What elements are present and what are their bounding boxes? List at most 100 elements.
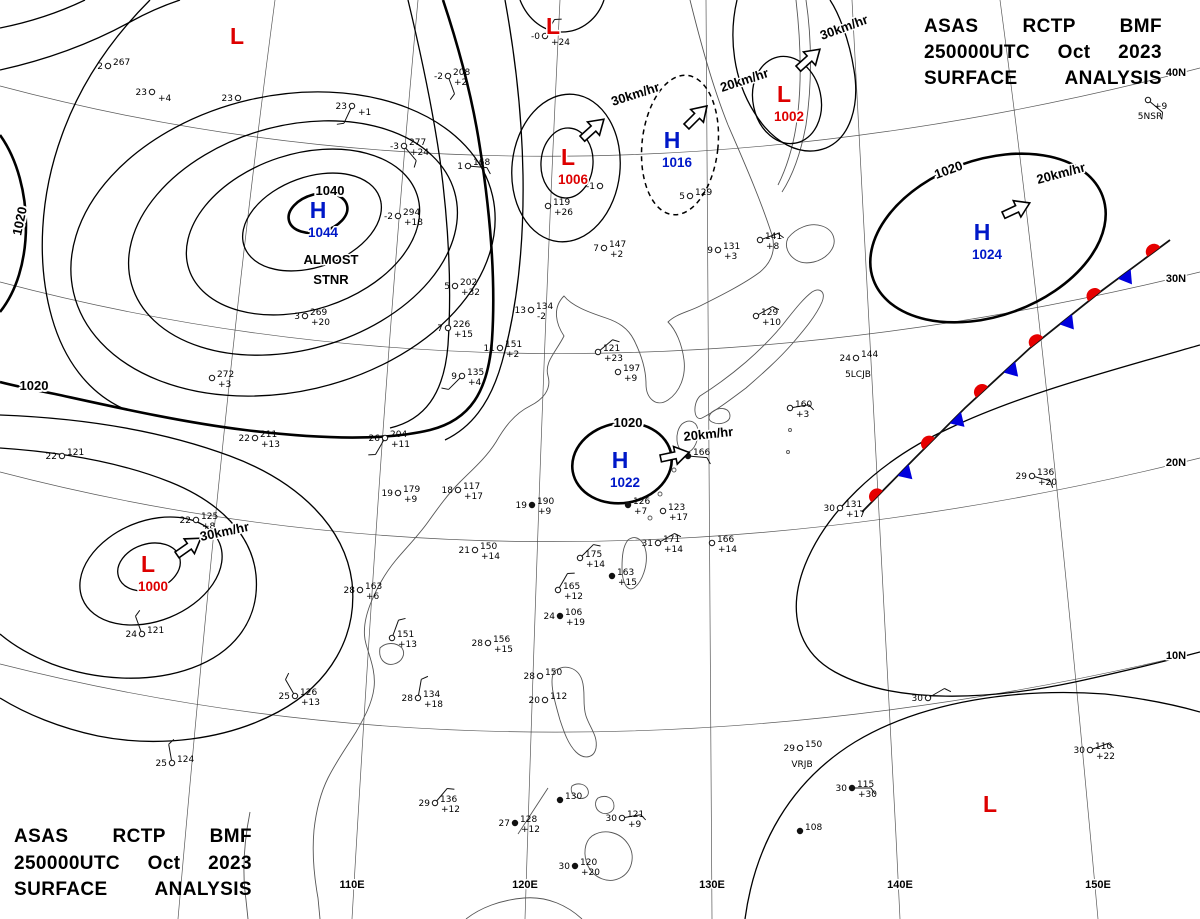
product-id: ASAS RCTP BMF	[14, 826, 252, 848]
station-tendency: +3	[218, 380, 231, 390]
station-plot: 151+13	[388, 617, 417, 650]
station-code: VRJB	[791, 760, 812, 770]
movement-arrow-icon	[794, 48, 821, 73]
station-tendency: +4	[468, 378, 482, 388]
station-circle	[714, 246, 722, 254]
station-tendency: +11	[391, 440, 410, 450]
station-temperature: 2	[97, 62, 103, 72]
station-circle	[618, 814, 626, 822]
movement-arrow-icon	[1000, 199, 1032, 220]
station-pressure: 129	[761, 308, 778, 318]
station-pressure: 204	[390, 430, 407, 440]
station-plot: 3 269+20	[294, 308, 330, 328]
station-plot: 129+10	[752, 306, 781, 328]
lon-label: 120E	[512, 879, 538, 891]
station-temperature: 22	[180, 516, 191, 526]
station-plot: 175+14	[576, 544, 605, 570]
station-circle	[527, 306, 535, 314]
station-circle	[394, 212, 402, 220]
station-temperature: 31	[642, 539, 653, 549]
title-block-bottom-left: ASAS RCTP BMF 250000UTC Oct 2023 SURFACE…	[14, 824, 252, 903]
station-pressure: 134	[423, 690, 440, 700]
station-circle	[234, 94, 242, 102]
station-circle	[496, 344, 504, 352]
station-temperature: 28	[472, 639, 484, 649]
coast-taiwan	[621, 537, 647, 590]
station-pressure: 126	[633, 497, 650, 507]
station-plot: 11 151+2	[484, 340, 523, 360]
station-temperature: 25	[156, 759, 167, 769]
station-temperature: 30	[824, 504, 836, 514]
station-temperature: 28	[524, 672, 536, 682]
station-tendency: +13	[398, 640, 417, 650]
station-circle	[291, 692, 299, 700]
product-id: ASAS RCTP BMF	[924, 16, 1162, 37]
pressure-center: L	[228, 22, 245, 51]
station-circle	[536, 672, 544, 680]
station-pressure: 128	[520, 815, 537, 825]
station-temperature: 11	[484, 344, 495, 354]
station-plot: 166	[684, 448, 711, 465]
station-circle	[444, 72, 452, 80]
station-pressure: 124	[177, 755, 194, 765]
station-plot: 28 163+6	[344, 582, 383, 602]
pressure-center: H 1016	[660, 126, 694, 172]
station-plot: 29 150 VRJB	[784, 740, 823, 770]
station-plot: 30 131+17	[824, 500, 865, 520]
chart-type: SURFACE ANALYSIS	[14, 878, 252, 900]
station-pressure: 110	[1095, 742, 1112, 752]
isobar-top-dome	[519, 0, 605, 33]
lat-label: 30N	[1166, 273, 1186, 285]
station-plot: 5 129	[679, 188, 712, 202]
station-circle	[208, 374, 216, 382]
station-temperature: -2	[434, 72, 443, 82]
lon-label: 140E	[887, 879, 913, 891]
station-circle	[431, 799, 439, 807]
grid-labels: 40N 30N 20N 10N 110E 120E 130E 140E 150E	[338, 66, 1188, 893]
station-pressure: 121	[627, 810, 644, 820]
high-center-symbol: H	[974, 219, 991, 245]
station-pressure: 208	[453, 68, 470, 78]
cold-front-marker	[1117, 269, 1132, 285]
station-plot: 20 112	[529, 692, 568, 706]
isobar-high-1	[241, 172, 383, 272]
station-tendency: +3	[796, 410, 809, 420]
station-pressure: 117	[463, 482, 480, 492]
station-pressure: 163	[617, 568, 634, 578]
station-circle	[471, 546, 479, 554]
station-plot: 2 267	[97, 58, 130, 72]
station-pressure: 136	[440, 795, 457, 805]
movement-speed-label: 20km/hr	[1035, 160, 1087, 187]
station-plot: 23	[222, 94, 242, 104]
pressure-center: H 1022	[608, 446, 641, 492]
station-plot: 141+8	[756, 232, 784, 252]
station-circle	[624, 501, 632, 509]
station-code: 5NSR	[1138, 112, 1162, 122]
station-tendency: -2	[537, 312, 546, 322]
station-temperature: 30	[559, 862, 571, 872]
station-temperature: 3	[294, 312, 300, 322]
station-plot: -0 +24	[531, 18, 570, 48]
station-circle	[148, 88, 156, 96]
station-circle	[848, 784, 856, 792]
isobar-corner-1	[0, 0, 181, 71]
station-plot: 25 126+13	[279, 672, 320, 708]
isobar-1020-main	[0, 0, 495, 439]
station-plot: 27 128+12	[499, 815, 540, 835]
warm-front-marker	[973, 383, 989, 398]
station-temperature: 23	[222, 94, 233, 104]
station-circle	[511, 819, 519, 827]
station-tendency: +13	[301, 698, 320, 708]
station-pressure: 267	[113, 58, 130, 68]
station-pressure: 121	[603, 344, 620, 354]
pressure-center: L	[981, 790, 998, 819]
station-pressure: 156	[493, 635, 510, 645]
station-pressure: 112	[550, 692, 567, 702]
cold-front-marker	[897, 464, 913, 480]
station-circle	[836, 504, 844, 512]
station-pressure: 171	[663, 535, 680, 545]
station-temperature: 23	[136, 88, 147, 98]
station-plot: 9 131+3	[707, 242, 740, 262]
station-tendency: +13	[261, 440, 280, 450]
